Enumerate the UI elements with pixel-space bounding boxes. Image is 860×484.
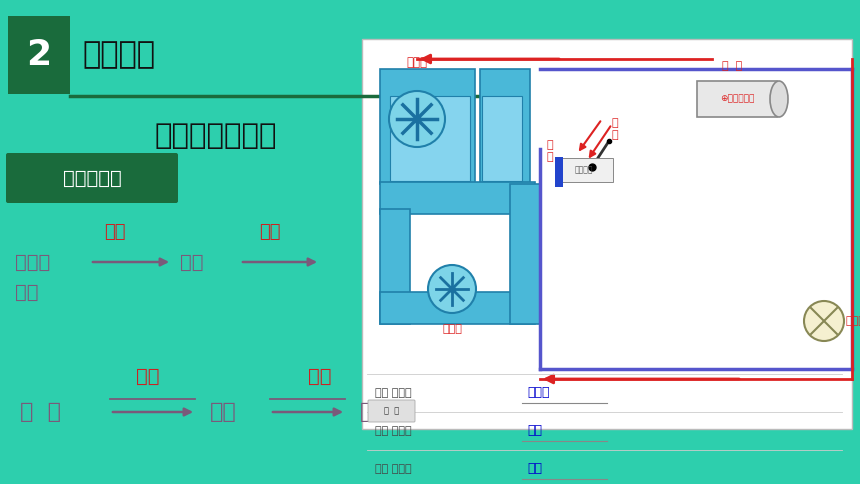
Text: 2: 2 [27,38,52,72]
Text: 电  源: 电 源 [20,402,61,422]
Text: 电流: 电流 [360,402,387,422]
Ellipse shape [770,81,788,117]
Bar [697,81,777,117]
Circle shape [428,265,476,313]
Bar [390,96,470,181]
Text: 返  回: 返 回 [384,407,400,415]
Text: 抽水机: 抽水机 [407,56,427,69]
Bar [480,69,530,184]
Text: 形成: 形成 [259,223,280,241]
Text: 打开阀门: 打开阀门 [574,166,593,175]
Text: 阀
门: 阀 门 [547,140,553,162]
Text: 一、电源与电压: 一、电源与电压 [155,122,278,150]
Bar [8,16,70,94]
Text: 阀门: 阀门 [527,424,542,438]
Circle shape [804,301,844,341]
Text: 水流: 水流 [15,283,39,302]
Bar [482,96,522,181]
FancyBboxPatch shape [556,158,613,182]
Text: 电灯泡: 电灯泡 [846,316,860,326]
Bar [510,184,540,324]
Text: 开关 相当于: 开关 相当于 [375,426,412,436]
Text: 水压: 水压 [180,253,204,272]
Circle shape [389,91,445,147]
Text: 水轮机: 水轮机 [442,324,462,334]
Text: 提供: 提供 [136,366,160,385]
Text: 电源 相当于: 电源 相当于 [375,388,412,398]
Text: 开
关: 开 关 [611,118,618,140]
Bar [380,292,535,324]
Bar [555,157,563,187]
Bar [380,69,475,184]
Text: 电压: 电压 [210,402,237,422]
FancyBboxPatch shape [368,400,415,422]
FancyBboxPatch shape [6,153,178,203]
Text: 提供: 提供 [104,223,126,241]
Text: 抽水机: 抽水机 [527,387,550,399]
Text: 观察与思考: 观察与思考 [63,168,121,187]
Text: ⊕表示正电荷: ⊕表示正电荷 [720,94,754,104]
Text: 抽水机: 抽水机 [15,253,50,272]
Text: 电流 相当于: 电流 相当于 [375,464,412,474]
Text: 电  源: 电 源 [722,61,742,71]
Text: 形成: 形成 [308,366,332,385]
Text: 水流: 水流 [527,463,542,475]
Bar [380,182,535,214]
Bar [380,209,410,324]
Bar [362,39,852,429]
Text: 课堂活动: 课堂活动 [82,41,155,70]
